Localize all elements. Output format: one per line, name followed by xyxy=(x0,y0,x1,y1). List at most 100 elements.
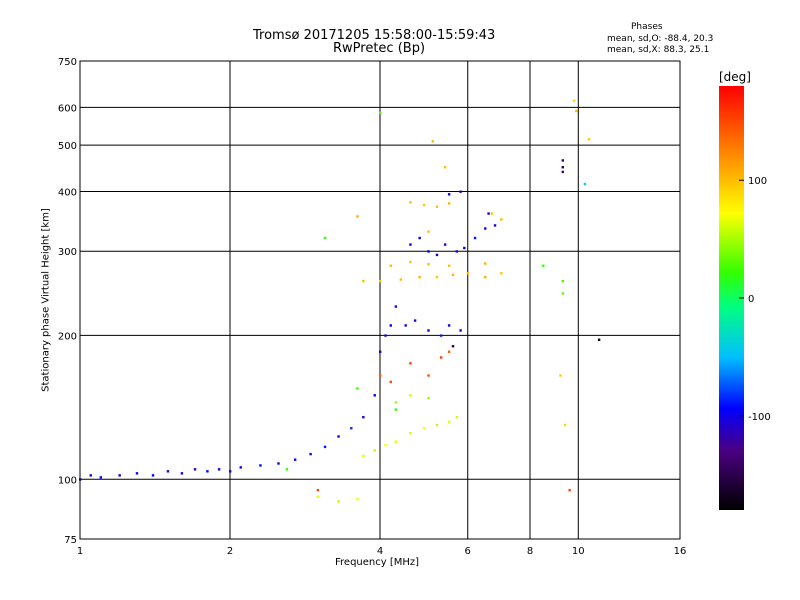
data-point xyxy=(493,224,497,227)
data-point xyxy=(206,470,209,473)
data-point xyxy=(563,423,567,427)
data-point xyxy=(99,476,103,479)
data-point xyxy=(427,374,430,377)
data-point xyxy=(389,324,392,327)
data-point xyxy=(451,345,455,348)
data-point xyxy=(587,138,591,141)
data-point xyxy=(384,443,387,447)
data-point xyxy=(447,420,451,424)
data-point xyxy=(409,243,412,246)
data-point xyxy=(451,273,455,277)
data-point xyxy=(316,495,320,498)
data-point xyxy=(459,190,462,193)
data-point xyxy=(572,99,576,102)
data-point xyxy=(379,350,382,353)
data-point xyxy=(561,159,564,162)
data-point xyxy=(427,263,430,266)
data-point xyxy=(350,427,353,430)
data-point xyxy=(337,500,340,503)
data-point xyxy=(459,329,462,332)
data-point xyxy=(379,279,382,283)
data-point xyxy=(394,305,398,308)
data-point xyxy=(323,236,327,240)
data-point xyxy=(409,431,412,435)
data-point xyxy=(399,278,403,281)
x-tick-label: 2 xyxy=(227,546,233,557)
data-point xyxy=(427,396,430,400)
data-point xyxy=(561,292,564,295)
data-point xyxy=(362,279,365,283)
x-tick-label: 16 xyxy=(674,546,687,557)
chart-subtitle: RwPretec (Bp) xyxy=(333,41,426,56)
phase-stats-x: mean, sd,X: 88.3, 25.1 xyxy=(607,45,710,55)
data-point xyxy=(413,319,417,322)
data-point xyxy=(455,250,459,253)
y-tick-label: 750 xyxy=(58,57,77,68)
y-tick-label: 500 xyxy=(58,141,77,152)
data-point xyxy=(217,468,221,471)
data-point xyxy=(239,466,242,469)
x-tick-label: 6 xyxy=(465,546,471,557)
data-point xyxy=(542,264,545,267)
data-point xyxy=(561,279,564,283)
data-point xyxy=(373,394,376,397)
data-point xyxy=(409,260,412,264)
data-point xyxy=(293,458,297,461)
data-point xyxy=(473,236,477,240)
data-point xyxy=(443,243,447,246)
data-point xyxy=(427,329,430,332)
data-point xyxy=(559,374,562,377)
data-point xyxy=(229,470,232,473)
data-point xyxy=(597,338,601,341)
phase-stats-o: mean, sd,O: -88.4, 20.3 xyxy=(607,34,714,44)
data-point xyxy=(356,387,359,390)
data-point xyxy=(389,264,392,267)
data-point xyxy=(379,374,382,377)
y-tick-label: 100 xyxy=(58,475,77,486)
x-tick-label: 1 xyxy=(77,546,83,557)
data-point xyxy=(500,218,503,221)
data-point xyxy=(484,227,487,230)
data-point xyxy=(435,205,439,208)
data-point xyxy=(356,497,359,501)
x-tick-label: 4 xyxy=(377,546,383,557)
data-point xyxy=(277,462,280,465)
y-tick-label: 400 xyxy=(58,187,77,198)
phase-legend-title: Phases xyxy=(631,22,663,32)
colorbar-unit-label: [deg] xyxy=(719,70,751,84)
y-axis-label: Stationary phase Virtual Height [km] xyxy=(40,208,52,392)
data-point xyxy=(583,182,587,186)
data-point xyxy=(166,470,170,473)
data-point xyxy=(404,324,407,327)
data-point xyxy=(484,262,487,265)
data-point xyxy=(384,334,387,337)
y-tick-label: 75 xyxy=(64,535,77,546)
data-point xyxy=(455,415,459,419)
data-point xyxy=(435,275,439,279)
data-point xyxy=(435,253,439,257)
data-point xyxy=(389,380,392,384)
data-point xyxy=(394,440,398,443)
colorbar-tick-label: 100 xyxy=(748,176,767,187)
data-point xyxy=(151,474,155,477)
chart-title: Tromsø 20171205 15:58:00-15:59:43 xyxy=(253,28,496,43)
data-point xyxy=(285,468,289,471)
data-point xyxy=(418,236,421,240)
data-point xyxy=(422,427,426,430)
y-tick-label: 300 xyxy=(58,247,77,258)
data-point xyxy=(561,166,564,169)
data-point xyxy=(490,212,494,215)
data-point xyxy=(422,203,426,207)
data-point xyxy=(435,423,439,427)
data-point xyxy=(89,474,92,477)
data-point xyxy=(447,193,451,196)
data-point xyxy=(394,408,398,411)
data-point xyxy=(443,166,447,169)
data-point xyxy=(500,272,503,275)
data-point xyxy=(118,474,121,477)
x-tick-label: 10 xyxy=(572,546,585,557)
data-point xyxy=(439,356,443,359)
data-point xyxy=(323,445,327,449)
data-point xyxy=(135,472,139,475)
